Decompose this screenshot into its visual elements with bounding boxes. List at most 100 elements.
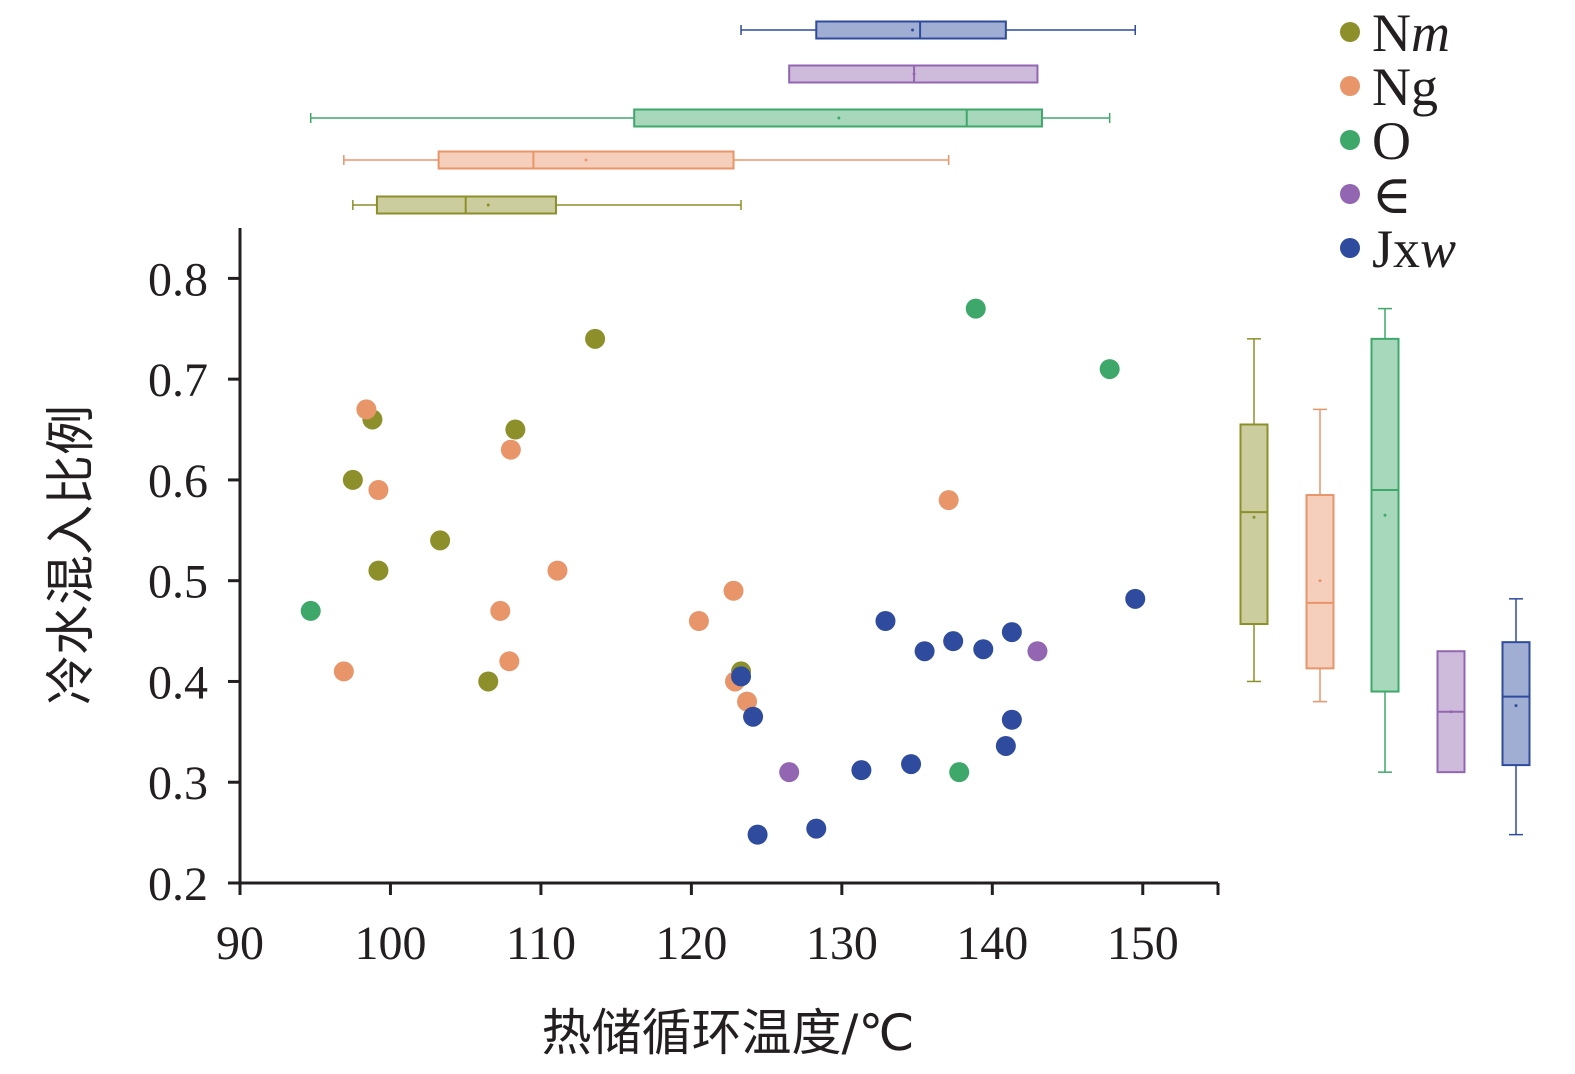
legend-label-base: Ng xyxy=(1372,57,1438,117)
data-point xyxy=(914,641,935,662)
legend-item-jxw: Jxw xyxy=(1340,219,1456,279)
data-point xyxy=(490,600,511,621)
top-boxplot-o xyxy=(309,108,1111,128)
x-tick-label: 130 xyxy=(806,917,878,970)
legend-marker xyxy=(1340,76,1360,96)
data-point xyxy=(747,824,768,845)
data-point xyxy=(1027,641,1048,662)
data-point xyxy=(1125,588,1146,609)
x-tick-label: 110 xyxy=(506,917,576,970)
data-point xyxy=(368,480,389,500)
series-o xyxy=(300,298,1120,783)
legend-label: Ng xyxy=(1372,57,1438,117)
right-marginal-boxplots xyxy=(1239,307,1531,836)
data-point xyxy=(779,762,800,783)
right-boxplot-ng xyxy=(1305,408,1335,703)
y-axis-ticks: 0.2 0.3 0.4 0.5 0.6 0.7 0.8 xyxy=(148,253,240,911)
mean-marker xyxy=(1318,579,1322,583)
right-boxplot-nm xyxy=(1239,338,1269,683)
y-tick-label: 0.4 xyxy=(148,656,208,709)
y-axis-title: 冷水混入比例 xyxy=(42,405,100,705)
x-tick-label: 100 xyxy=(354,917,426,970)
data-point xyxy=(500,439,521,460)
top-boxplot-jxw xyxy=(740,20,1136,40)
right-boxplot-jxw xyxy=(1501,598,1531,836)
legend-label: Nm xyxy=(1372,3,1450,63)
legend-label: Jxw xyxy=(1372,219,1456,279)
data-point xyxy=(731,666,752,687)
legend-item-ng: Ng xyxy=(1340,57,1438,117)
legend-marker xyxy=(1340,238,1360,258)
mean-marker xyxy=(1252,515,1256,519)
legend-marker xyxy=(1340,184,1360,204)
legend-label-base: N xyxy=(1372,3,1411,63)
legend-marker xyxy=(1340,130,1360,150)
data-point xyxy=(499,651,520,672)
mean-marker xyxy=(911,28,915,32)
legend-label-italic: m xyxy=(1411,3,1450,63)
x-tick-label: 150 xyxy=(1107,917,1179,970)
y-tick-label: 0.2 xyxy=(148,858,208,911)
data-point xyxy=(806,818,827,839)
data-point xyxy=(743,706,764,727)
top-boxplot-series3 xyxy=(788,64,1039,84)
legend-marker xyxy=(1340,22,1360,42)
data-point xyxy=(973,639,994,660)
series-series3 xyxy=(779,641,1048,783)
x-tick-label: 120 xyxy=(655,917,727,970)
legend-item-series3: ∈ xyxy=(1340,165,1412,225)
mean-marker xyxy=(912,72,916,76)
x-tick-label: 140 xyxy=(956,917,1028,970)
top-boxplot-nm xyxy=(352,195,742,215)
x-axis-title: 热储循环温度/℃ xyxy=(542,1004,915,1062)
mean-marker xyxy=(486,203,490,207)
legend-label: ∈ xyxy=(1372,165,1412,225)
data-point xyxy=(995,735,1016,756)
right-boxplot-series3 xyxy=(1436,650,1466,774)
top-marginal-boxplots xyxy=(309,20,1136,215)
legend-label: O xyxy=(1372,111,1411,171)
x-axis-ticks: 90 100 110 120 130 140 150 xyxy=(216,883,1220,970)
data-point xyxy=(875,611,896,631)
series-ng xyxy=(333,399,959,712)
data-point xyxy=(342,469,363,490)
data-point xyxy=(949,762,970,783)
data-point xyxy=(368,560,389,581)
iqr-box xyxy=(1501,641,1531,767)
x-tick-label: 90 xyxy=(216,917,264,970)
data-point xyxy=(965,298,986,319)
data-point xyxy=(901,754,922,775)
mean-marker xyxy=(837,116,841,120)
series-nm xyxy=(342,328,752,692)
data-point xyxy=(1099,359,1120,380)
y-tick-label: 0.7 xyxy=(148,354,208,407)
data-point xyxy=(430,530,451,551)
legend-item-nm: Nm xyxy=(1340,3,1450,63)
iqr-box xyxy=(1239,423,1269,626)
legend-item-o: O xyxy=(1340,111,1411,171)
data-point xyxy=(333,661,354,682)
data-point xyxy=(585,328,606,349)
data-point xyxy=(938,490,959,511)
data-point xyxy=(737,691,758,712)
mean-marker xyxy=(1449,710,1453,714)
scatter-points xyxy=(300,298,1146,845)
data-point xyxy=(505,419,526,440)
mean-marker xyxy=(1514,704,1518,708)
mean-marker xyxy=(584,158,588,162)
top-boxplot-ng xyxy=(343,150,950,170)
mean-marker xyxy=(1383,513,1387,517)
data-point xyxy=(1001,709,1022,730)
legend-label-base: Jx xyxy=(1372,219,1420,279)
y-tick-label: 0.8 xyxy=(148,253,208,306)
y-tick-label: 0.6 xyxy=(148,455,208,508)
legend-label-base: ∈ xyxy=(1372,165,1412,225)
series-jxw xyxy=(731,588,1146,845)
axes xyxy=(238,228,1218,885)
data-point xyxy=(943,631,964,652)
right-boxplot-o xyxy=(1370,307,1400,773)
data-point xyxy=(723,580,744,601)
data-point xyxy=(547,560,568,581)
